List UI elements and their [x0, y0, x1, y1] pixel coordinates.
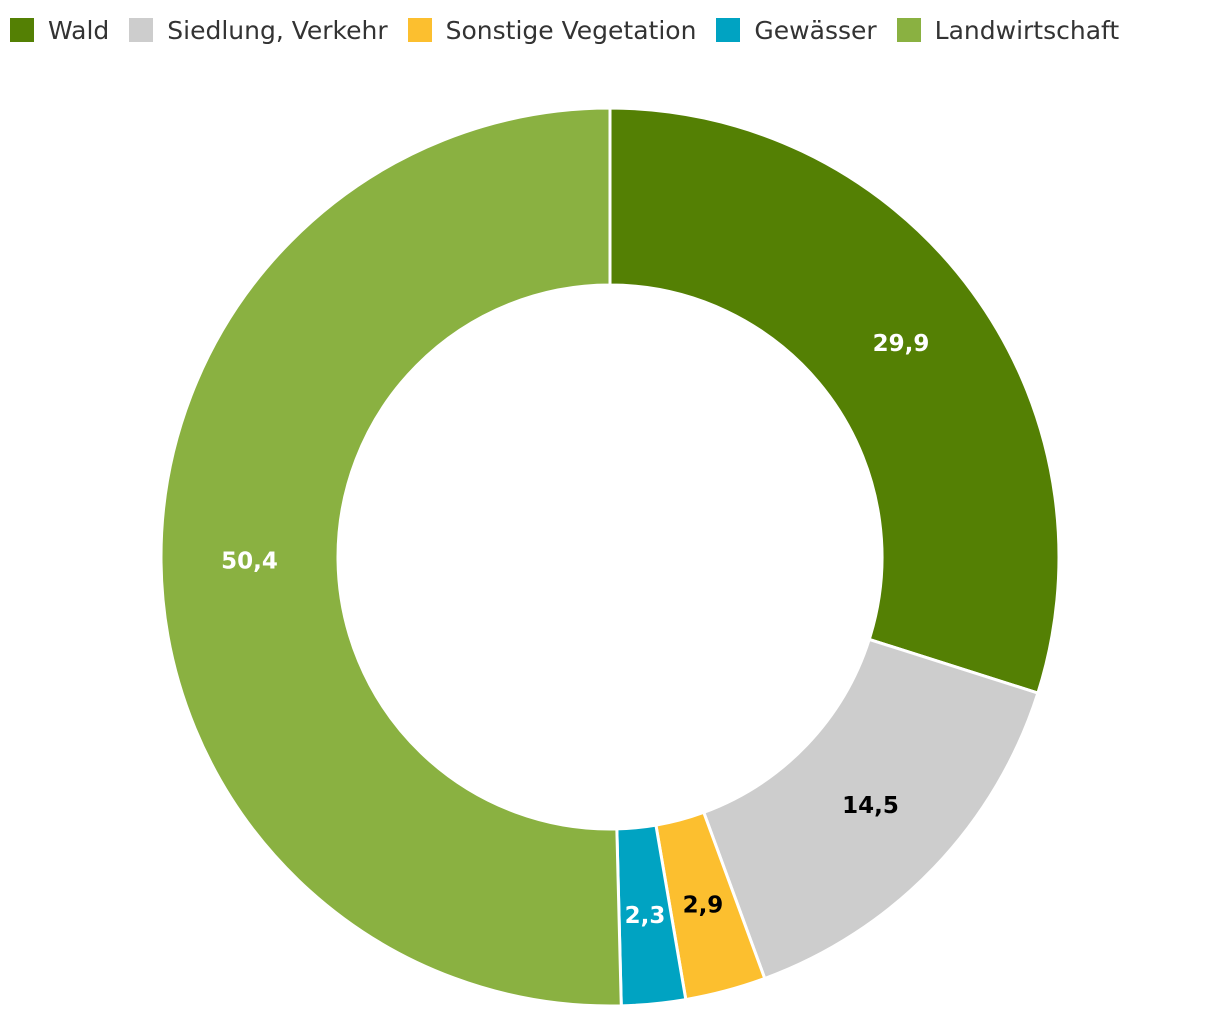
legend-swatch-sonstige-vegetation	[407, 18, 432, 42]
legend-swatch-gewaesser	[716, 18, 741, 42]
legend-item-landwirtschaft[interactable]: Landwirtschaft	[896, 15, 1120, 45]
legend-label-gewaesser: Gewässer	[754, 15, 877, 45]
legend-item-siedlung-verkehr[interactable]: Siedlung, Verkehr	[129, 15, 388, 45]
legend-label-siedlung-verkehr: Siedlung, Verkehr	[167, 15, 388, 45]
legend-swatch-wald	[10, 18, 34, 42]
slice-siedlung-verkehr[interactable]	[701, 637, 1040, 981]
legend-label-sonstige-vegetation: Sonstige Vegetation	[445, 15, 697, 45]
slice-label-siedlung-verkehr: 14,5	[842, 793, 899, 819]
legend-swatch-siedlung-verkehr	[129, 18, 154, 42]
legend-item-sonstige-vegetation[interactable]: Sonstige Vegetation	[407, 15, 697, 45]
slice-landwirtschaft[interactable]	[159, 106, 623, 1008]
legend-swatch-landwirtschaft	[896, 18, 921, 42]
legend-label-wald: Wald	[48, 15, 110, 45]
legend-label-landwirtschaft: Landwirtschaft	[934, 15, 1120, 45]
slice-wald[interactable]	[608, 106, 1061, 695]
slice-label-landwirtschaft: 50,4	[221, 549, 278, 575]
legend-item-wald[interactable]: Wald	[10, 16, 109, 45]
legend-item-gewaesser[interactable]: Gewässer	[716, 15, 877, 45]
slice-label-sonstige-vegetation: 2,9	[683, 892, 724, 918]
chart-legend: Wald Siedlung, Verkehr Sonstige Vegetati…	[10, 12, 1139, 48]
slice-label-wald: 29,9	[873, 331, 930, 357]
slice-label-gewaesser: 2,3	[625, 903, 666, 929]
